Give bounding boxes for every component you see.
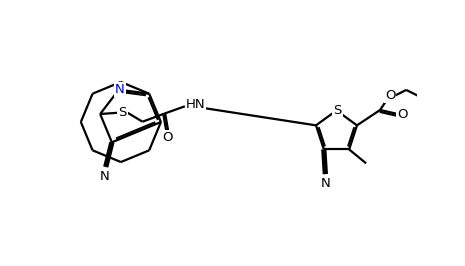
- Text: S: S: [333, 104, 341, 117]
- Text: O: O: [397, 108, 408, 121]
- Text: O: O: [163, 131, 173, 144]
- Text: N: N: [321, 177, 331, 190]
- Text: N: N: [100, 170, 110, 183]
- Text: S: S: [118, 106, 126, 119]
- Text: HN: HN: [186, 98, 205, 111]
- Text: O: O: [385, 89, 395, 102]
- Text: N: N: [115, 83, 125, 96]
